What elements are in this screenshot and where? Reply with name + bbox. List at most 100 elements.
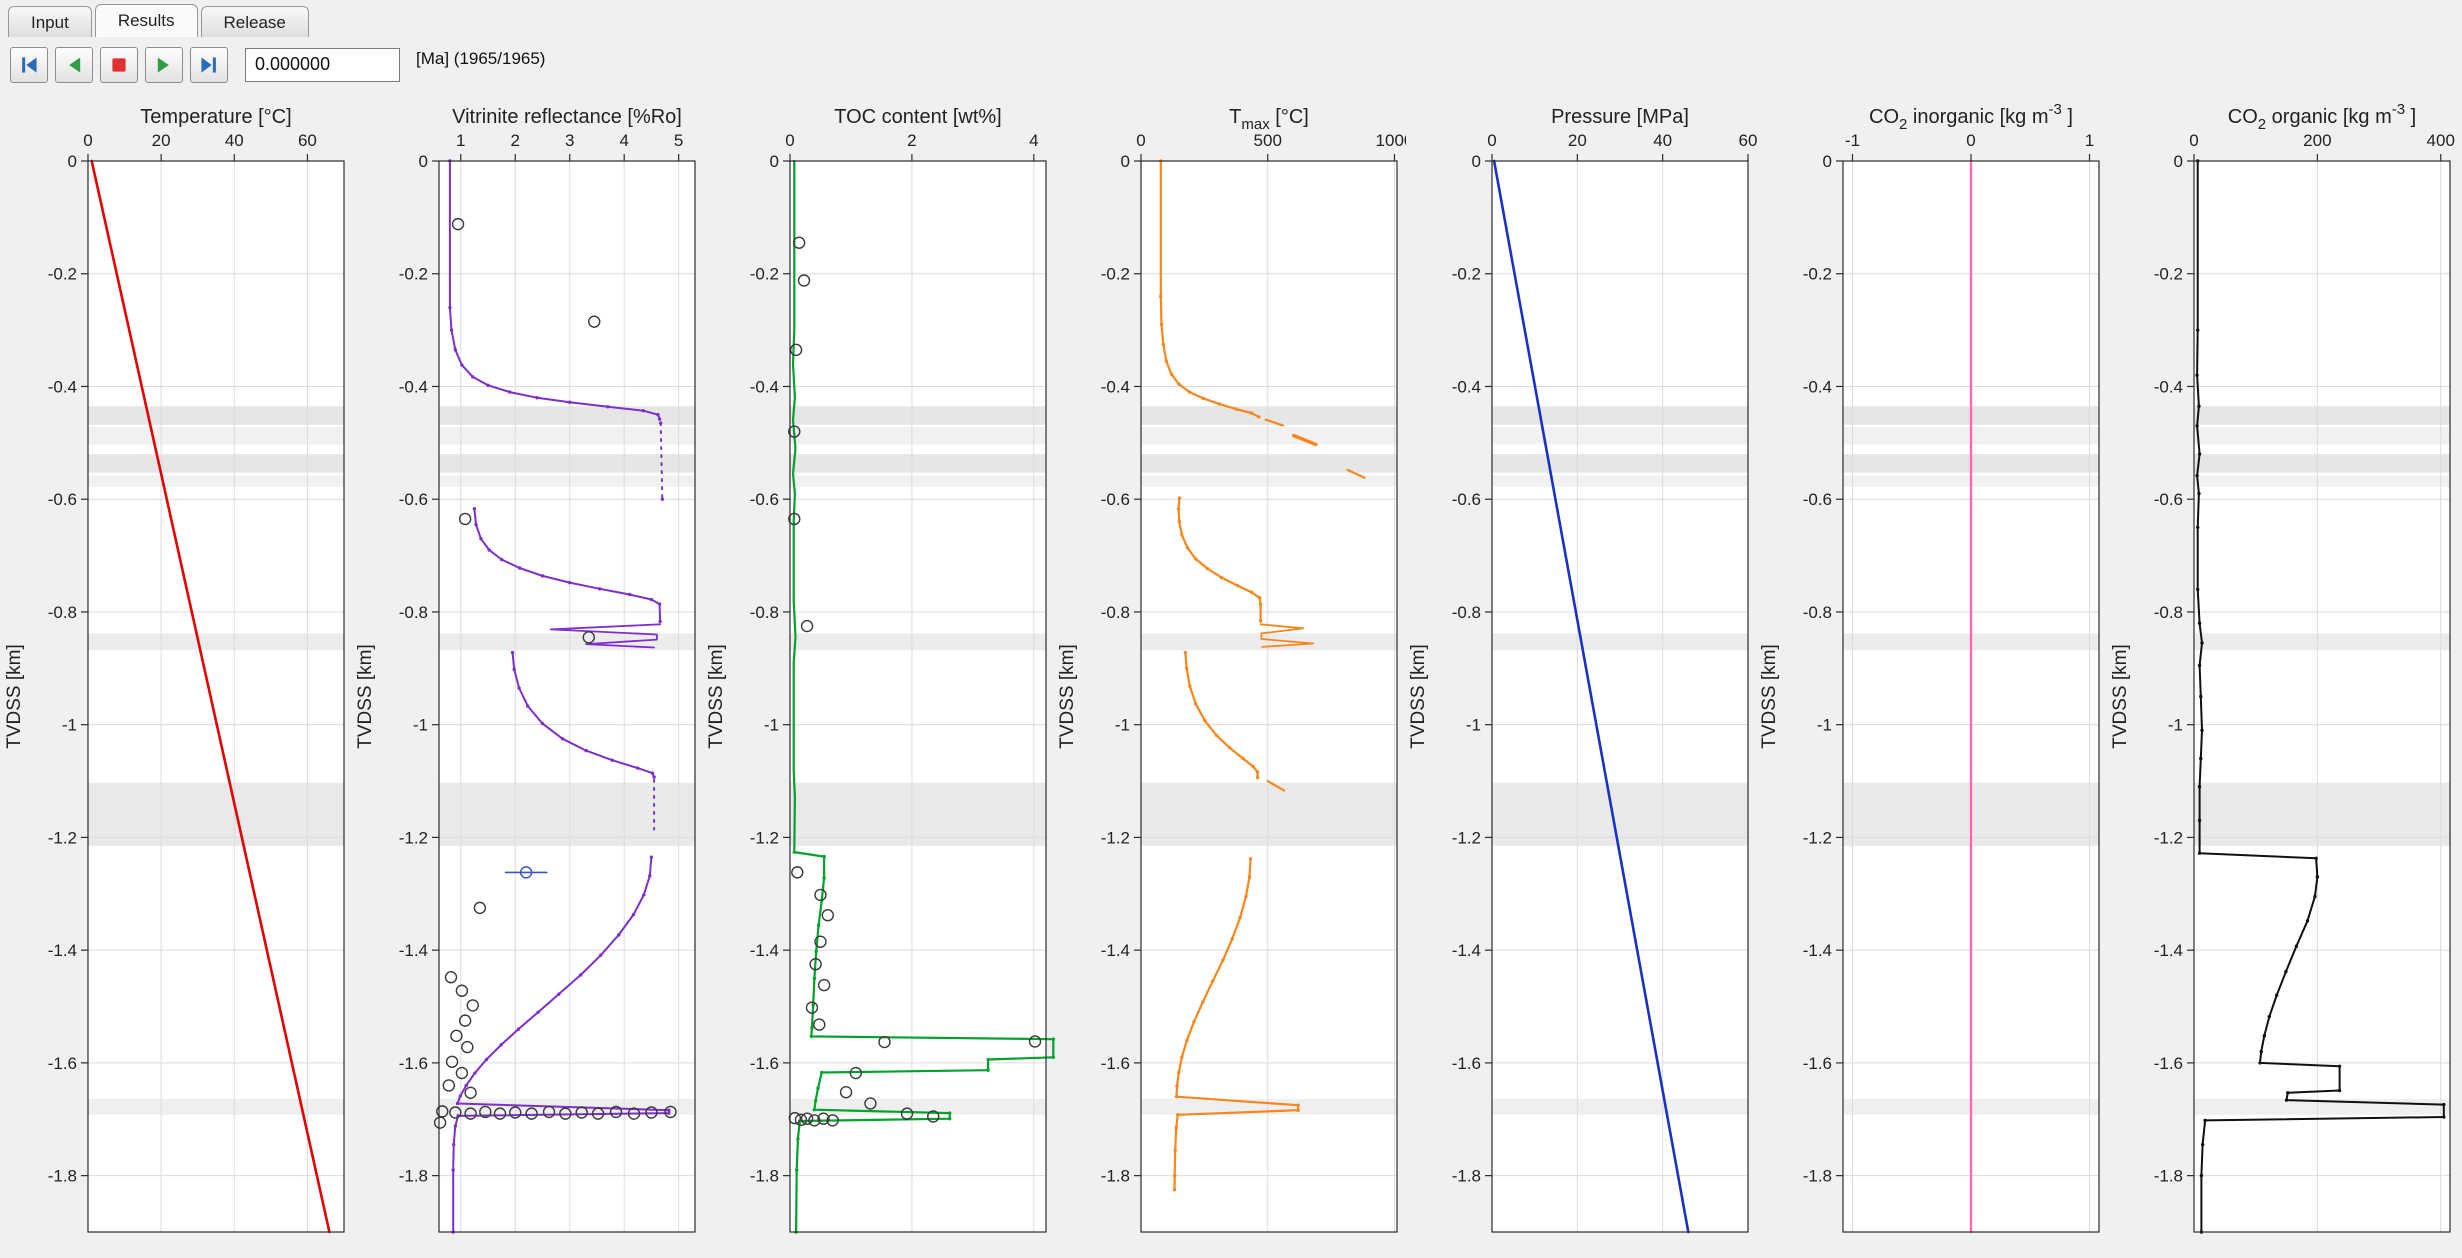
tab-release[interactable]: Release (200, 6, 309, 37)
y-tick-label: -1.6 (750, 1054, 779, 1073)
toc-content-data-marker (809, 958, 822, 971)
y-tick-label: -0.8 (2154, 603, 2183, 622)
x-tick-label: 60 (1739, 131, 1757, 150)
vitrinite-reflectance-data-marker (445, 1055, 459, 1068)
t-max-series-line-7 (1266, 779, 1286, 792)
depth-band (1141, 454, 1397, 473)
toc-content-data-marker (817, 1112, 830, 1125)
toc-content-series-line-0 (791, 159, 797, 854)
y-tick-label: -1.8 (750, 1167, 779, 1186)
x-tick-label: 20 (1568, 131, 1587, 150)
depth-band (1141, 406, 1397, 425)
time-input[interactable] (245, 47, 400, 82)
vitrinite-reflectance-data-marker (559, 1107, 572, 1120)
y-tick-label: -1.4 (48, 941, 77, 960)
y-tick-label: 0 (1823, 152, 1832, 171)
vitrinite-reflectance-data-marker (455, 1066, 469, 1080)
y-tick-label: -0.6 (2154, 490, 2183, 509)
toc-content-data-marker (791, 866, 804, 879)
plot-background (439, 161, 695, 1232)
vitrinite-reflectance-data-marker (464, 1086, 477, 1099)
t-max-series-line-5 (1259, 623, 1315, 648)
tab-input[interactable]: Input (8, 6, 92, 37)
vitrinite-reflectance-data-marker (664, 1105, 677, 1119)
y-tick-label: -0.4 (399, 377, 428, 396)
y-tick-label: -0.6 (399, 490, 428, 509)
toc-content-data-marker (849, 1066, 863, 1080)
y-tick-label: -1.2 (1452, 828, 1481, 847)
chart-vitrinite-reflectance: 1 2 3 4 5 0 -0.2 -0.4 -0.6 -0.8 -1 -1.2 -1.4 -1.6 -1.8… (355, 106, 696, 1234)
depth-band (88, 633, 344, 651)
y-tick-label: -1.8 (399, 1167, 428, 1186)
toc-content-data-marker (839, 1086, 853, 1099)
y-axis-label: TVDSS [km] (1057, 644, 1078, 749)
x-tick-label: -1 (1845, 131, 1860, 150)
y-tick-label: -0.4 (48, 377, 77, 396)
toc-content-data-marker (864, 1097, 877, 1110)
depth-band (439, 406, 695, 425)
y-tick-label: -1.8 (48, 1167, 77, 1186)
y-tick-label: -0.6 (48, 490, 77, 509)
x-tick-label: 0 (1136, 131, 1145, 150)
y-tick-label: 0 (68, 152, 77, 171)
y-tick-label: -0.4 (1452, 377, 1481, 396)
y-tick-label: -1.8 (1452, 1167, 1481, 1186)
tab-results[interactable]: Results (94, 4, 198, 37)
vitrinite-reflectance-data-marker (473, 901, 487, 915)
vitrinite-reflectance-series-line-3 (549, 623, 662, 649)
plot-border (1140, 160, 1398, 1233)
y-axis-label: TVDSS [km] (1759, 644, 1780, 749)
stop-button[interactable] (100, 46, 138, 83)
y-tick-label: -1 (62, 716, 77, 735)
y-axis-label: TVDSS [km] (2110, 644, 2131, 749)
x-tick-label: 200 (2303, 131, 2331, 150)
toc-content-data-marker (797, 274, 811, 287)
step-forward-button[interactable] (190, 46, 228, 83)
x-tick-label: 1 (2085, 131, 2094, 150)
play-forward-button[interactable] (145, 46, 183, 83)
vitrinite-reflectance-data-marker (575, 1106, 588, 1119)
y-tick-label: -0.4 (1803, 377, 1832, 396)
y-tick-label: -1.2 (48, 828, 77, 847)
y-tick-label: -0.8 (750, 603, 779, 622)
y-tick-label: -1.8 (1803, 1167, 1832, 1186)
depth-band (439, 427, 695, 445)
y-tick-label: -1.6 (2154, 1054, 2183, 1073)
y-tick-label: -1.6 (48, 1054, 77, 1073)
play-backward-button[interactable] (55, 46, 93, 83)
y-tick-label: -1.4 (1101, 941, 1130, 960)
depth-band (439, 782, 695, 846)
y-tick-label: -1.6 (1803, 1054, 1832, 1073)
y-tick-label: -1.4 (399, 941, 428, 960)
y-tick-label: -1.6 (1452, 1054, 1481, 1073)
vitrinite-reflectance-data-marker (444, 971, 458, 984)
x-tick-label: 0 (2189, 131, 2198, 150)
vitrinite-reflectance-data-marker (461, 1040, 474, 1054)
y-tick-label: -0.8 (1101, 603, 1130, 622)
toc-content-data-marker (813, 1018, 826, 1031)
vitrinite-reflectance-data-marker (450, 1029, 463, 1043)
vitrinite-reflectance-data-marker (645, 1106, 658, 1119)
vitrinite-reflectance-data-marker (519, 866, 533, 879)
depth-band (2194, 475, 2450, 487)
toc-content-data-marker (878, 1035, 891, 1049)
chart-title: Tmax [°C] (1229, 106, 1309, 133)
depth-band (439, 475, 695, 487)
play-forward-icon (157, 56, 169, 73)
step-backward-button[interactable] (10, 46, 48, 83)
vitrinite-reflectance-data-marker (449, 1106, 462, 1119)
y-tick-label: -0.2 (2154, 265, 2183, 284)
stop-icon (112, 57, 126, 72)
toc-content-data-marker (1028, 1035, 1042, 1048)
y-tick-label: -1.4 (1803, 941, 1832, 960)
depth-band (1141, 475, 1397, 487)
depth-band (1492, 427, 1748, 445)
plot-background (1492, 161, 1748, 1232)
vitrinite-reflectance-data-marker (466, 999, 479, 1012)
y-tick-label: 0 (770, 152, 779, 171)
x-tick-label: 60 (298, 131, 317, 150)
y-tick-label: -0.2 (1803, 265, 1832, 284)
chart-co2-organic: 0 200 400 0 -0.2 -0.4 -0.6 -0.8 -1 -1.2 -1.4 -1.6 -1… (2110, 101, 2455, 1234)
y-tick-label: -1 (1817, 716, 1832, 735)
